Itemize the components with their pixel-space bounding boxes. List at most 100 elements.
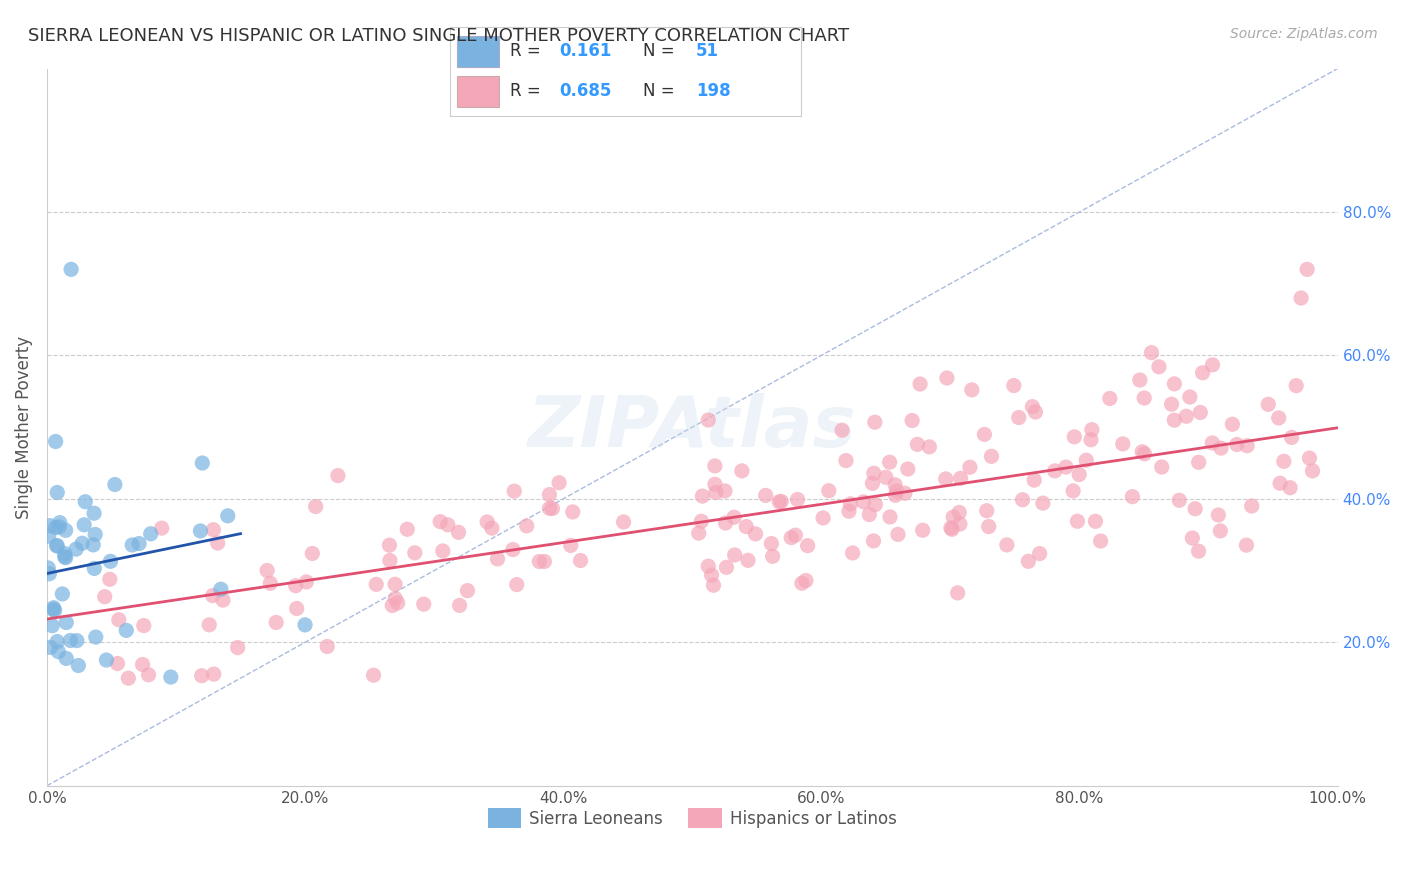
Point	[1024, 473, 1046, 487]
Point	[879, 510, 901, 524]
Point	[1069, 467, 1091, 482]
Point	[226, 640, 249, 655]
Point	[704, 485, 727, 500]
Point	[1021, 400, 1043, 414]
Point	[121, 538, 143, 552]
Point	[198, 617, 221, 632]
Point	[67, 658, 90, 673]
Point	[884, 477, 907, 491]
Point	[1024, 405, 1046, 419]
Point	[1285, 378, 1308, 392]
Point	[1121, 490, 1143, 504]
Point	[1008, 410, 1031, 425]
Point	[949, 516, 972, 531]
Point	[128, 536, 150, 550]
Point	[486, 552, 509, 566]
Point	[538, 501, 561, 516]
Point	[49, 516, 72, 530]
FancyBboxPatch shape	[457, 36, 499, 67]
Point	[53, 547, 76, 561]
Point	[762, 549, 785, 564]
Point	[70, 536, 93, 550]
Point	[1226, 437, 1249, 451]
Point	[561, 505, 583, 519]
Point	[201, 589, 224, 603]
Point	[529, 555, 551, 569]
Point	[285, 601, 308, 615]
Point	[1133, 447, 1156, 461]
Point	[202, 667, 225, 681]
Point	[1240, 499, 1263, 513]
Legend: Sierra Leoneans, Hispanics or Latinos: Sierra Leoneans, Hispanics or Latinos	[481, 801, 904, 835]
Point	[436, 517, 458, 532]
Point	[46, 485, 69, 500]
Point	[284, 579, 307, 593]
Point	[1112, 437, 1135, 451]
Point	[191, 456, 214, 470]
Point	[46, 634, 69, 648]
Point	[1147, 359, 1170, 374]
Point	[1017, 554, 1039, 568]
Point	[977, 519, 1000, 533]
Point	[363, 668, 385, 682]
Point	[688, 526, 710, 541]
Point	[714, 483, 737, 498]
Point	[973, 427, 995, 442]
Text: R =: R =	[510, 42, 546, 60]
Point	[700, 568, 723, 582]
Point	[785, 528, 807, 542]
Point	[935, 472, 957, 486]
Point	[84, 630, 107, 644]
Point	[1150, 460, 1173, 475]
Point	[723, 510, 745, 524]
Point	[73, 517, 96, 532]
Point	[44, 603, 66, 617]
Point	[75, 494, 97, 508]
Text: N =: N =	[644, 82, 681, 100]
Point	[212, 593, 235, 607]
Point	[1209, 524, 1232, 538]
Point	[432, 544, 454, 558]
Point	[39, 518, 62, 533]
Point	[381, 599, 404, 613]
Point	[100, 554, 122, 568]
Point	[46, 539, 69, 553]
Point	[84, 527, 107, 541]
Point	[737, 553, 759, 567]
Point	[316, 640, 339, 654]
Text: SIERRA LEONEAN VS HISPANIC OR LATINO SINGLE MOTHER POVERTY CORRELATION CHART: SIERRA LEONEAN VS HISPANIC OR LATINO SIN…	[28, 27, 849, 45]
Point	[190, 669, 212, 683]
Point	[59, 633, 82, 648]
Point	[295, 574, 318, 589]
Point	[259, 576, 281, 591]
Point	[959, 460, 981, 475]
Point	[1090, 534, 1112, 549]
Point	[780, 531, 803, 545]
Point	[613, 515, 636, 529]
Point	[841, 546, 863, 560]
Point	[1302, 464, 1324, 478]
Point	[897, 462, 920, 476]
Point	[404, 546, 426, 560]
Point	[159, 670, 181, 684]
Point	[42, 600, 65, 615]
Y-axis label: Single Mother Poverty: Single Mother Poverty	[15, 335, 32, 519]
Point	[55, 550, 77, 565]
Point	[1279, 481, 1302, 495]
Point	[396, 522, 419, 536]
Point	[865, 498, 887, 512]
Point	[911, 523, 934, 537]
Point	[908, 377, 931, 392]
Point	[1081, 423, 1104, 437]
Point	[560, 538, 582, 552]
Point	[1188, 455, 1211, 469]
Point	[939, 521, 962, 535]
Point	[770, 494, 793, 508]
Point	[901, 413, 924, 427]
Point	[714, 516, 737, 530]
Point	[724, 548, 747, 562]
FancyBboxPatch shape	[457, 76, 499, 107]
Point	[541, 501, 564, 516]
Point	[1281, 430, 1303, 444]
Point	[98, 572, 121, 586]
